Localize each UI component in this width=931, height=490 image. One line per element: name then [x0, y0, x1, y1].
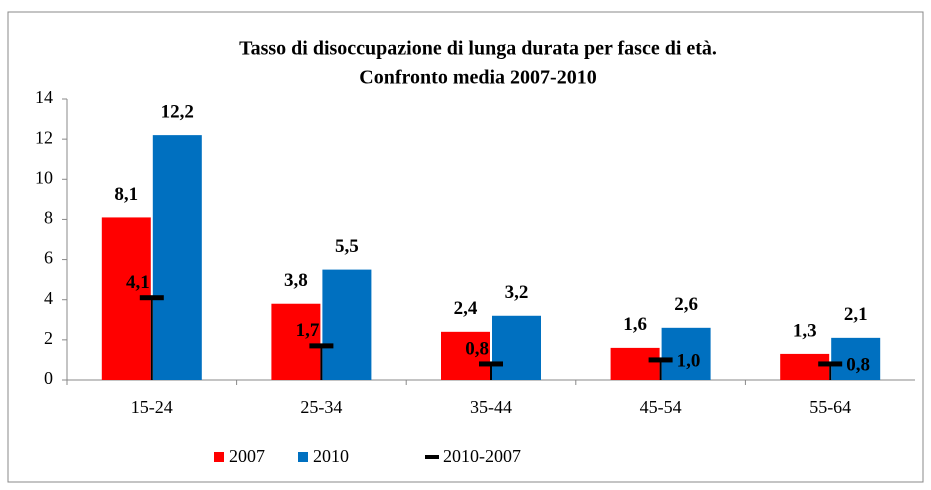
value-label: 8,1: [114, 184, 138, 205]
y-tick-label: 10: [35, 167, 53, 187]
bar: [271, 303, 321, 380]
value-label: 4,1: [126, 272, 150, 293]
bar: [492, 315, 541, 380]
bar: [441, 331, 490, 380]
value-label: 0,8: [465, 338, 489, 359]
y-tick-label: 0: [44, 368, 53, 388]
value-label: 2,6: [674, 294, 698, 315]
y-tick-label: 6: [44, 248, 53, 268]
value-label: 2,4: [454, 298, 478, 319]
y-tick-label: 8: [44, 208, 53, 228]
legend-label: 2010-2007: [443, 446, 521, 466]
difference-marker: [309, 343, 334, 349]
bar: [152, 135, 202, 380]
value-label: 1,6: [623, 314, 647, 335]
value-label: 0,8: [846, 354, 870, 375]
value-label: 1,7: [296, 320, 320, 341]
bar: [322, 269, 372, 380]
legend-label: 2007: [229, 446, 265, 466]
difference-marker: [818, 361, 843, 367]
y-tick-label: 14: [35, 87, 53, 107]
bar: [661, 327, 711, 380]
value-label: 3,8: [284, 270, 308, 291]
x-tick-label: 45-54: [640, 397, 682, 417]
legend-swatch: [298, 452, 308, 462]
legend-swatch: [425, 455, 439, 459]
value-label: 3,2: [505, 282, 529, 303]
legend-swatch: [214, 452, 224, 462]
bar: [780, 353, 830, 380]
y-tick-label: 2: [44, 328, 53, 348]
value-label: 2,1: [844, 304, 868, 325]
x-tick-label: 25-34: [300, 397, 342, 417]
y-tick-label: 12: [35, 127, 53, 147]
difference-marker: [139, 295, 164, 301]
chart-title: Tasso di disoccupazione di lunga durata …: [239, 38, 717, 60]
value-label: 1,0: [677, 350, 701, 371]
value-label: 5,5: [335, 236, 359, 257]
value-label: 12,2: [161, 101, 194, 122]
x-tick-label: 15-24: [131, 397, 173, 417]
x-tick-label: 55-64: [809, 397, 851, 417]
legend-label: 2010: [313, 446, 349, 466]
bar: [610, 347, 660, 380]
x-tick-label: 35-44: [470, 397, 512, 417]
value-label: 1,3: [793, 320, 817, 341]
y-tick-label: 4: [44, 288, 53, 308]
chart-title: Confronto media 2007-2010: [359, 67, 596, 89]
bar: [831, 337, 881, 380]
difference-marker: [479, 361, 503, 367]
difference-marker: [648, 357, 673, 363]
